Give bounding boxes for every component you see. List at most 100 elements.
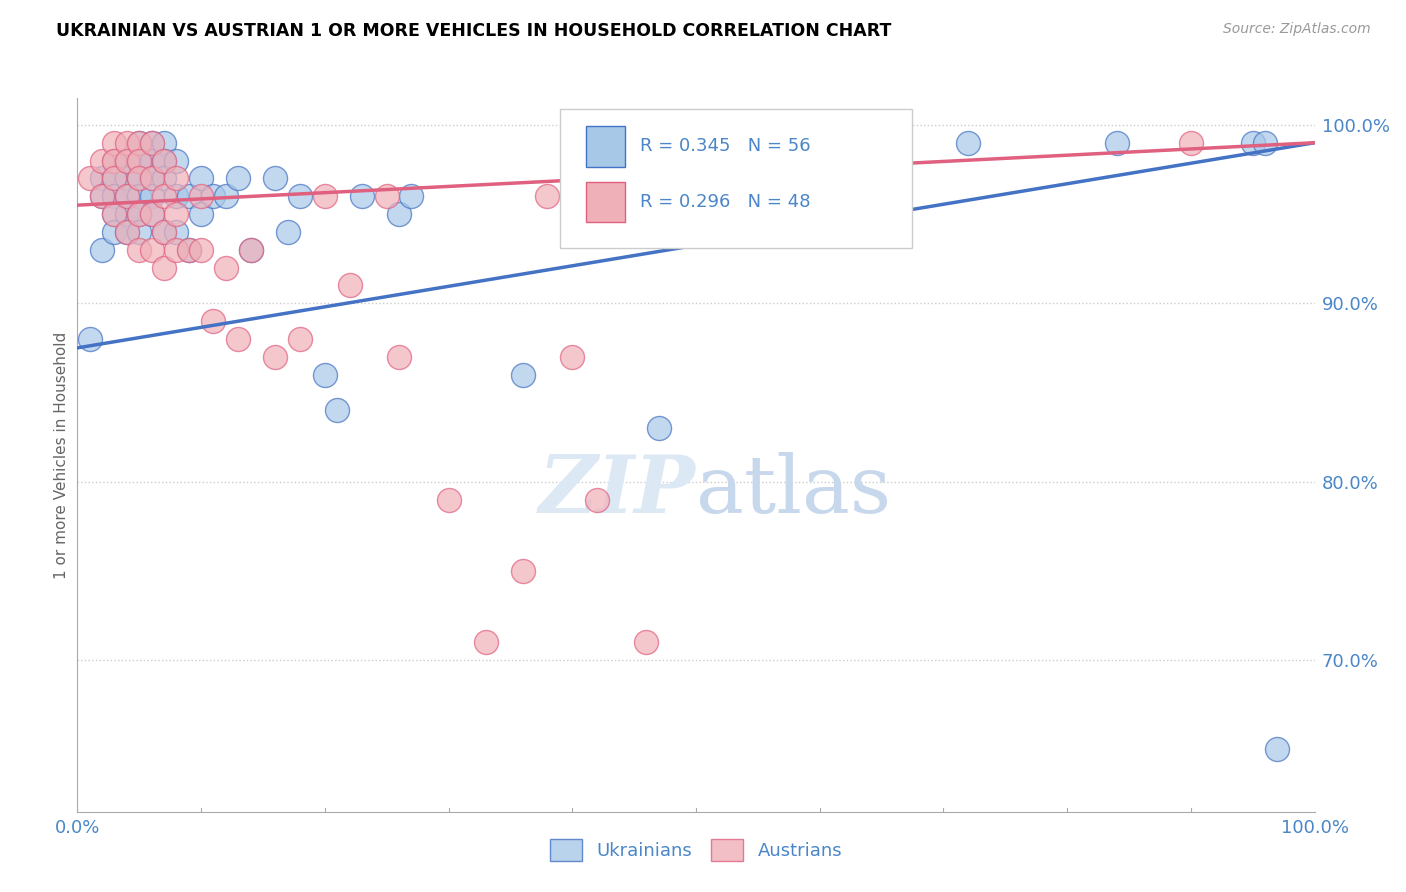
Point	[375, 189, 398, 203]
Point	[103, 136, 125, 150]
Point	[153, 171, 176, 186]
Point	[115, 153, 138, 168]
Point	[190, 243, 212, 257]
Point	[103, 171, 125, 186]
Point	[277, 225, 299, 239]
Point	[350, 189, 373, 203]
Point	[190, 171, 212, 186]
Point	[115, 225, 138, 239]
Point	[141, 171, 163, 186]
Point	[845, 136, 868, 150]
Point	[288, 189, 311, 203]
Point	[128, 136, 150, 150]
Point	[190, 207, 212, 221]
Point	[115, 171, 138, 186]
Point	[636, 635, 658, 649]
Point	[264, 350, 287, 364]
Point	[103, 207, 125, 221]
Point	[141, 207, 163, 221]
Point	[401, 189, 423, 203]
Point	[239, 243, 262, 257]
FancyBboxPatch shape	[586, 182, 626, 222]
Point	[141, 171, 163, 186]
Point	[128, 189, 150, 203]
Point	[79, 171, 101, 186]
Point	[1267, 742, 1289, 756]
Point	[1105, 136, 1128, 150]
Point	[153, 189, 176, 203]
Point	[153, 225, 176, 239]
Point	[103, 153, 125, 168]
Text: ZIP: ZIP	[538, 452, 696, 529]
Point	[115, 225, 138, 239]
Text: R = 0.296   N = 48: R = 0.296 N = 48	[640, 193, 811, 211]
Point	[177, 243, 200, 257]
Point	[128, 153, 150, 168]
Point	[512, 564, 534, 578]
Point	[1254, 136, 1277, 150]
Point	[115, 189, 138, 203]
Point	[215, 189, 238, 203]
Point	[314, 189, 336, 203]
Point	[153, 153, 176, 168]
Point	[165, 207, 187, 221]
Point	[128, 225, 150, 239]
Point	[128, 153, 150, 168]
Point	[103, 153, 125, 168]
Point	[91, 171, 114, 186]
Point	[153, 225, 176, 239]
Point	[141, 189, 163, 203]
Point	[128, 136, 150, 150]
Point	[388, 350, 411, 364]
Point	[264, 171, 287, 186]
Point	[586, 492, 609, 507]
Point	[648, 421, 671, 435]
Point	[115, 136, 138, 150]
Point	[165, 243, 187, 257]
Point	[128, 243, 150, 257]
Point	[128, 171, 150, 186]
Point	[388, 207, 411, 221]
Point	[957, 136, 980, 150]
Point	[91, 189, 114, 203]
Point	[103, 225, 125, 239]
Point	[177, 243, 200, 257]
Point	[339, 278, 361, 293]
Point	[165, 171, 187, 186]
Text: Source: ZipAtlas.com: Source: ZipAtlas.com	[1223, 22, 1371, 37]
Point	[165, 153, 187, 168]
Point	[215, 260, 238, 275]
Point	[202, 189, 225, 203]
Point	[512, 368, 534, 382]
Point	[165, 225, 187, 239]
Point	[153, 136, 176, 150]
Point	[153, 153, 176, 168]
Point	[326, 403, 349, 417]
Point	[141, 136, 163, 150]
Point	[141, 136, 163, 150]
Point	[226, 332, 249, 346]
Point	[141, 207, 163, 221]
FancyBboxPatch shape	[560, 109, 912, 248]
Point	[128, 207, 150, 221]
Point	[190, 189, 212, 203]
Point	[177, 189, 200, 203]
Point	[437, 492, 460, 507]
Y-axis label: 1 or more Vehicles in Household: 1 or more Vehicles in Household	[53, 331, 69, 579]
Text: R = 0.345   N = 56: R = 0.345 N = 56	[640, 137, 811, 155]
FancyBboxPatch shape	[586, 126, 626, 167]
Point	[79, 332, 101, 346]
Point	[91, 189, 114, 203]
Point	[91, 243, 114, 257]
Point	[141, 243, 163, 257]
Point	[153, 260, 176, 275]
Point	[226, 171, 249, 186]
Point	[103, 189, 125, 203]
Point	[103, 207, 125, 221]
Point	[1180, 136, 1202, 150]
Text: UKRAINIAN VS AUSTRIAN 1 OR MORE VEHICLES IN HOUSEHOLD CORRELATION CHART: UKRAINIAN VS AUSTRIAN 1 OR MORE VEHICLES…	[56, 22, 891, 40]
Point	[128, 171, 150, 186]
Text: atlas: atlas	[696, 451, 891, 530]
Point	[141, 153, 163, 168]
Legend: Ukrainians, Austrians: Ukrainians, Austrians	[541, 830, 851, 871]
